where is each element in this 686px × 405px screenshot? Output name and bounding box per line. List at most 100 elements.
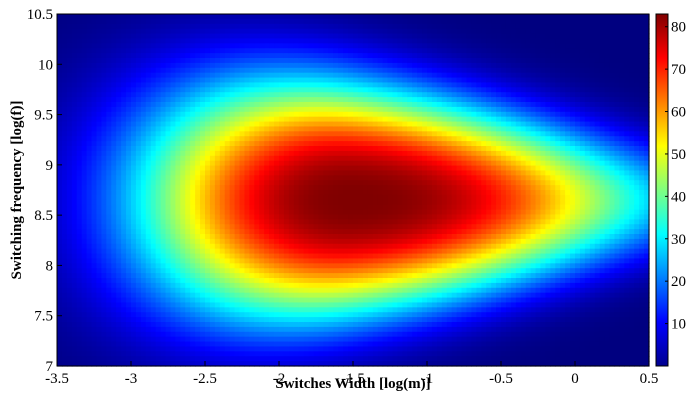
heatmap-cell: [140, 351, 147, 357]
heatmap-cell: [303, 194, 310, 201]
heatmap-cell: [274, 219, 280, 225]
heatmap-cell: [283, 322, 290, 328]
heatmap-cell: [126, 214, 132, 220]
heatmap-cell: [279, 278, 285, 284]
heatmap-cell: [91, 111, 98, 118]
heatmap-cell: [357, 194, 364, 201]
heatmap-cell: [190, 336, 196, 343]
heatmap-cell: [348, 307, 354, 313]
heatmap-cell: [190, 14, 196, 20]
heatmap-cell: [338, 131, 344, 137]
heatmap-cell: [106, 102, 112, 108]
heatmap-cell: [392, 248, 398, 255]
heatmap-cell: [91, 190, 98, 196]
heatmap-cell: [377, 312, 384, 318]
heatmap-cell: [57, 97, 63, 103]
heatmap-cell: [303, 297, 310, 304]
heatmap-cell: [150, 28, 157, 35]
heatmap-cell: [170, 121, 176, 128]
heatmap-cell: [323, 194, 329, 201]
heatmap-cell: [254, 48, 260, 54]
heatmap-cell: [205, 297, 211, 304]
heatmap-cell: [76, 229, 83, 235]
heatmap-cell: [283, 248, 290, 255]
heatmap-cell: [224, 160, 231, 167]
heatmap-cell: [111, 58, 117, 64]
heatmap-cell: [279, 18, 285, 25]
heatmap-cell: [377, 165, 384, 172]
heatmap-cell: [195, 97, 201, 103]
heatmap-cell: [377, 204, 384, 211]
heatmap-cell: [116, 268, 122, 274]
heatmap-cell: [387, 23, 394, 30]
heatmap-cell: [71, 263, 78, 269]
heatmap-cell: [283, 258, 290, 264]
heatmap-cell: [131, 43, 137, 49]
heatmap-cell: [348, 199, 354, 206]
heatmap-cell: [195, 194, 201, 201]
heatmap-cell: [298, 150, 305, 157]
heatmap-cell: [293, 136, 300, 142]
heatmap-cell: [308, 263, 315, 269]
heatmap-cell: [229, 219, 236, 225]
heatmap-cell: [209, 331, 216, 338]
heatmap-cell: [219, 199, 226, 206]
heatmap-cell: [81, 155, 88, 162]
heatmap-cell: [214, 190, 221, 196]
heatmap-cell: [101, 190, 107, 196]
heatmap-cell: [338, 18, 344, 25]
heatmap-cell: [313, 238, 320, 245]
heatmap-cell: [160, 273, 167, 279]
heatmap-cell: [101, 194, 107, 201]
heatmap-cell: [367, 194, 374, 201]
heatmap-cell: [298, 14, 305, 20]
heatmap-cell: [283, 175, 290, 181]
heatmap-cell: [140, 243, 147, 250]
heatmap-cell: [116, 53, 122, 59]
heatmap-cell: [269, 234, 275, 240]
heatmap-cell: [338, 219, 344, 225]
heatmap-cell: [274, 62, 280, 69]
heatmap-cell: [195, 224, 201, 230]
heatmap-cell: [116, 82, 122, 88]
heatmap-cell: [224, 185, 231, 191]
heatmap-cell: [343, 278, 349, 284]
heatmap-cell: [249, 48, 255, 54]
heatmap-cell: [160, 297, 167, 304]
heatmap-cell: [392, 126, 398, 132]
heatmap-cell: [81, 219, 88, 225]
heatmap-cell: [274, 136, 280, 142]
heatmap-cell: [155, 146, 162, 152]
heatmap-cell: [145, 67, 152, 74]
heatmap-cell: [175, 199, 181, 206]
heatmap-cell: [259, 312, 265, 318]
heatmap-cell: [298, 224, 305, 230]
heatmap-cell: [382, 234, 389, 240]
heatmap-cell: [140, 312, 147, 318]
heatmap-cell: [111, 185, 117, 191]
heatmap-cell: [150, 307, 157, 313]
heatmap-cell: [165, 33, 172, 40]
heatmap-cell: [279, 180, 285, 186]
heatmap-cell: [116, 204, 122, 211]
heatmap-cell: [190, 278, 196, 284]
heatmap-cell: [328, 87, 334, 93]
heatmap-cell: [293, 82, 300, 88]
heatmap-cell: [293, 62, 300, 69]
heatmap-cell: [116, 87, 122, 93]
heatmap-cell: [313, 38, 320, 44]
heatmap-cell: [283, 97, 290, 103]
heatmap-cell: [298, 263, 305, 269]
heatmap-cell: [219, 165, 226, 172]
heatmap-cell: [106, 238, 112, 245]
heatmap-cell: [190, 292, 196, 299]
heatmap-cell: [175, 155, 181, 162]
heatmap-cell: [372, 331, 379, 338]
heatmap-cell: [116, 234, 122, 240]
heatmap-cell: [160, 302, 167, 308]
heatmap-cell: [71, 214, 78, 220]
heatmap-cell: [274, 229, 280, 235]
heatmap-cell: [180, 43, 186, 49]
heatmap-cell: [91, 92, 98, 98]
heatmap-cell: [205, 243, 211, 250]
